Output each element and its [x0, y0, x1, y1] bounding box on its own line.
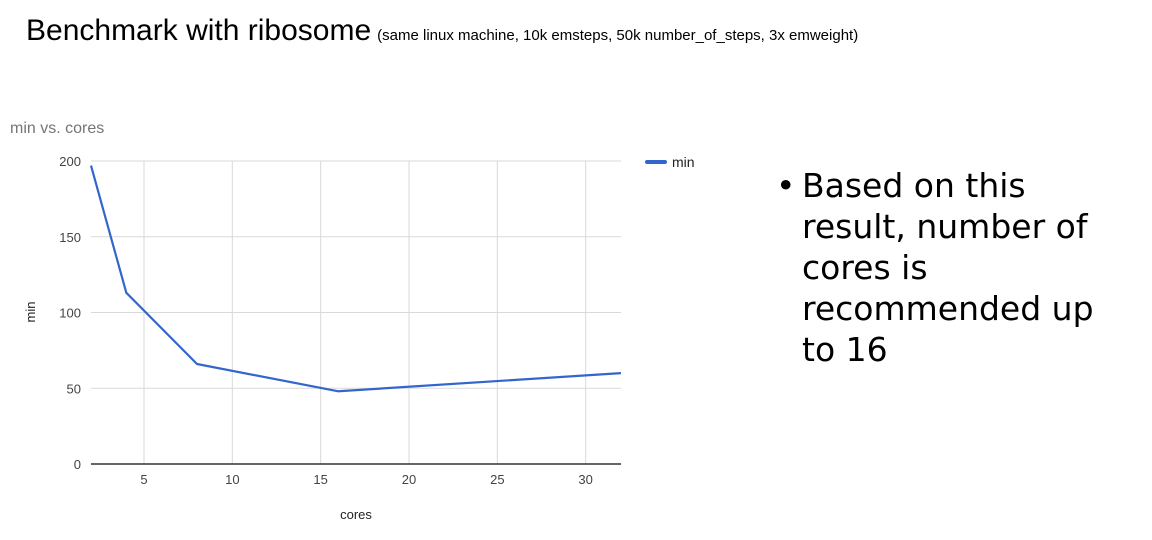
y-tick-label: 50 [67, 381, 81, 396]
x-axis-label: cores [340, 507, 372, 522]
x-tick-label: 20 [402, 472, 416, 487]
chart-title: min vs. cores [10, 120, 105, 137]
y-axis-label: min [23, 302, 38, 323]
x-tick-label: 10 [225, 472, 239, 487]
x-tick-label: 5 [140, 472, 147, 487]
slide-title-text: Benchmark with ribosome [26, 14, 372, 47]
bullet-text: Based on this result, number of cores is… [802, 166, 1094, 369]
bullet-dot-icon: • [776, 166, 796, 205]
x-tick-label: 25 [490, 472, 504, 487]
series-line-min [89, 165, 622, 393]
legend-label: min [672, 154, 695, 170]
y-tick-label: 150 [59, 230, 81, 245]
slide-title: Benchmark with ribosome (same linux machi… [26, 14, 858, 48]
y-tick-label: 100 [59, 306, 81, 321]
y-tick-label: 200 [59, 154, 81, 169]
x-tick-label: 30 [578, 472, 592, 487]
bullet-item: • Based on this result, number of cores i… [776, 165, 1136, 370]
line-chart: 0 50 100 150 200 5 10 15 20 25 30 cores min min [23, 154, 695, 522]
y-tick-label: 0 [74, 457, 81, 472]
slide-subtitle: (same linux machine, 10k emsteps, 50k nu… [377, 27, 859, 44]
x-tick-label: 15 [313, 472, 327, 487]
